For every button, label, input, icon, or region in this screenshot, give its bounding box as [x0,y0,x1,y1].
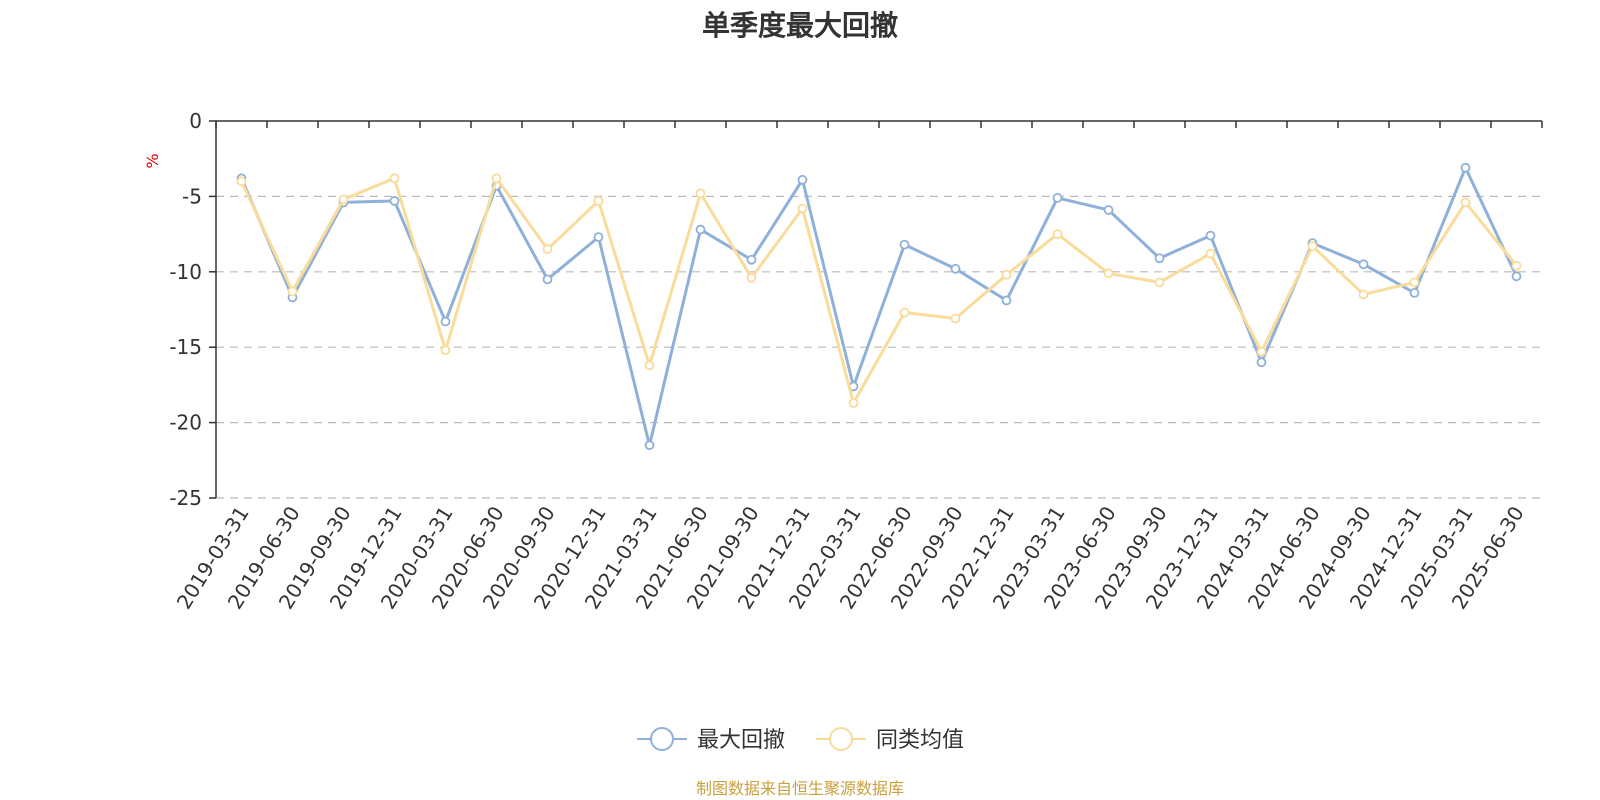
series-1-point-19 [1205,230,1216,241]
series-2-point-10 [746,272,757,283]
series-2-point-6 [542,244,553,255]
series-1-point-17 [1103,205,1114,215]
legend-marker-2 [829,727,853,751]
y-tick-label-0: 0 [189,109,202,133]
series-2-point-24 [1460,197,1471,208]
series-2-point-25 [1511,260,1522,271]
series-1-point-13 [899,239,910,250]
series-2-point-18 [1154,277,1165,288]
series-2-point-17 [1103,268,1114,279]
series-1-point-15 [1001,295,1012,306]
series-2-point-3 [389,173,400,184]
series-2-point-0 [236,176,247,187]
series-1-point-4 [440,316,451,327]
y-tick-label-2: -10 [169,260,202,284]
series-1-point-14 [950,263,961,274]
series-2-point-9 [695,188,706,199]
series-2-point-11 [797,203,808,214]
series-2-point-14 [950,313,961,324]
series-1-point-20 [1256,357,1267,368]
series-1-point-23 [1409,288,1420,298]
y-tick-label-3: -15 [169,335,202,359]
series-2-point-23 [1409,277,1420,288]
series-2-point-16 [1052,229,1063,240]
y-tick-label-1: -5 [182,184,202,208]
legend-marker-1 [650,727,674,751]
series-line-2 [240,176,1518,405]
series-2-point-19 [1205,248,1216,259]
series-2-point-20 [1256,346,1267,357]
series-2-point-2 [338,194,349,205]
series-1-point-8 [644,440,655,451]
y-axis-unit-label: % [143,153,162,168]
series-2-point-7 [593,196,604,206]
series-2-point-13 [899,307,910,318]
series-1-point-3 [389,196,400,206]
series-2-point-4 [440,345,451,356]
series-1-point-16 [1052,193,1063,203]
series-2-point-21 [1307,241,1318,252]
series-2-point-8 [644,360,655,371]
series-1-point-9 [695,224,706,235]
legend-label-2: 同类均值 [876,728,964,753]
series-1-point-24 [1460,162,1471,173]
series-1-point-25 [1511,271,1522,282]
y-tick-label-5: -25 [169,486,202,510]
chart-title: 单季度最大回撤 [701,9,898,42]
series-1-point-18 [1154,253,1165,264]
series-1-point-11 [797,174,808,185]
y-tick-label-4: -20 [169,411,202,435]
series-2-point-15 [1001,269,1012,280]
series-1-point-22 [1358,259,1369,270]
series-2-point-22 [1358,289,1369,300]
series-2-point-1 [287,286,298,297]
legend-label-1: 最大回撤 [697,728,785,753]
series-1-point-6 [542,274,553,285]
series-1-point-10 [746,254,757,265]
source-note: 制图数据来自恒生聚源数据库 [695,779,904,798]
series-2-point-12 [848,398,859,408]
series-2-point-5 [491,173,502,184]
series-1-point-7 [593,232,604,243]
